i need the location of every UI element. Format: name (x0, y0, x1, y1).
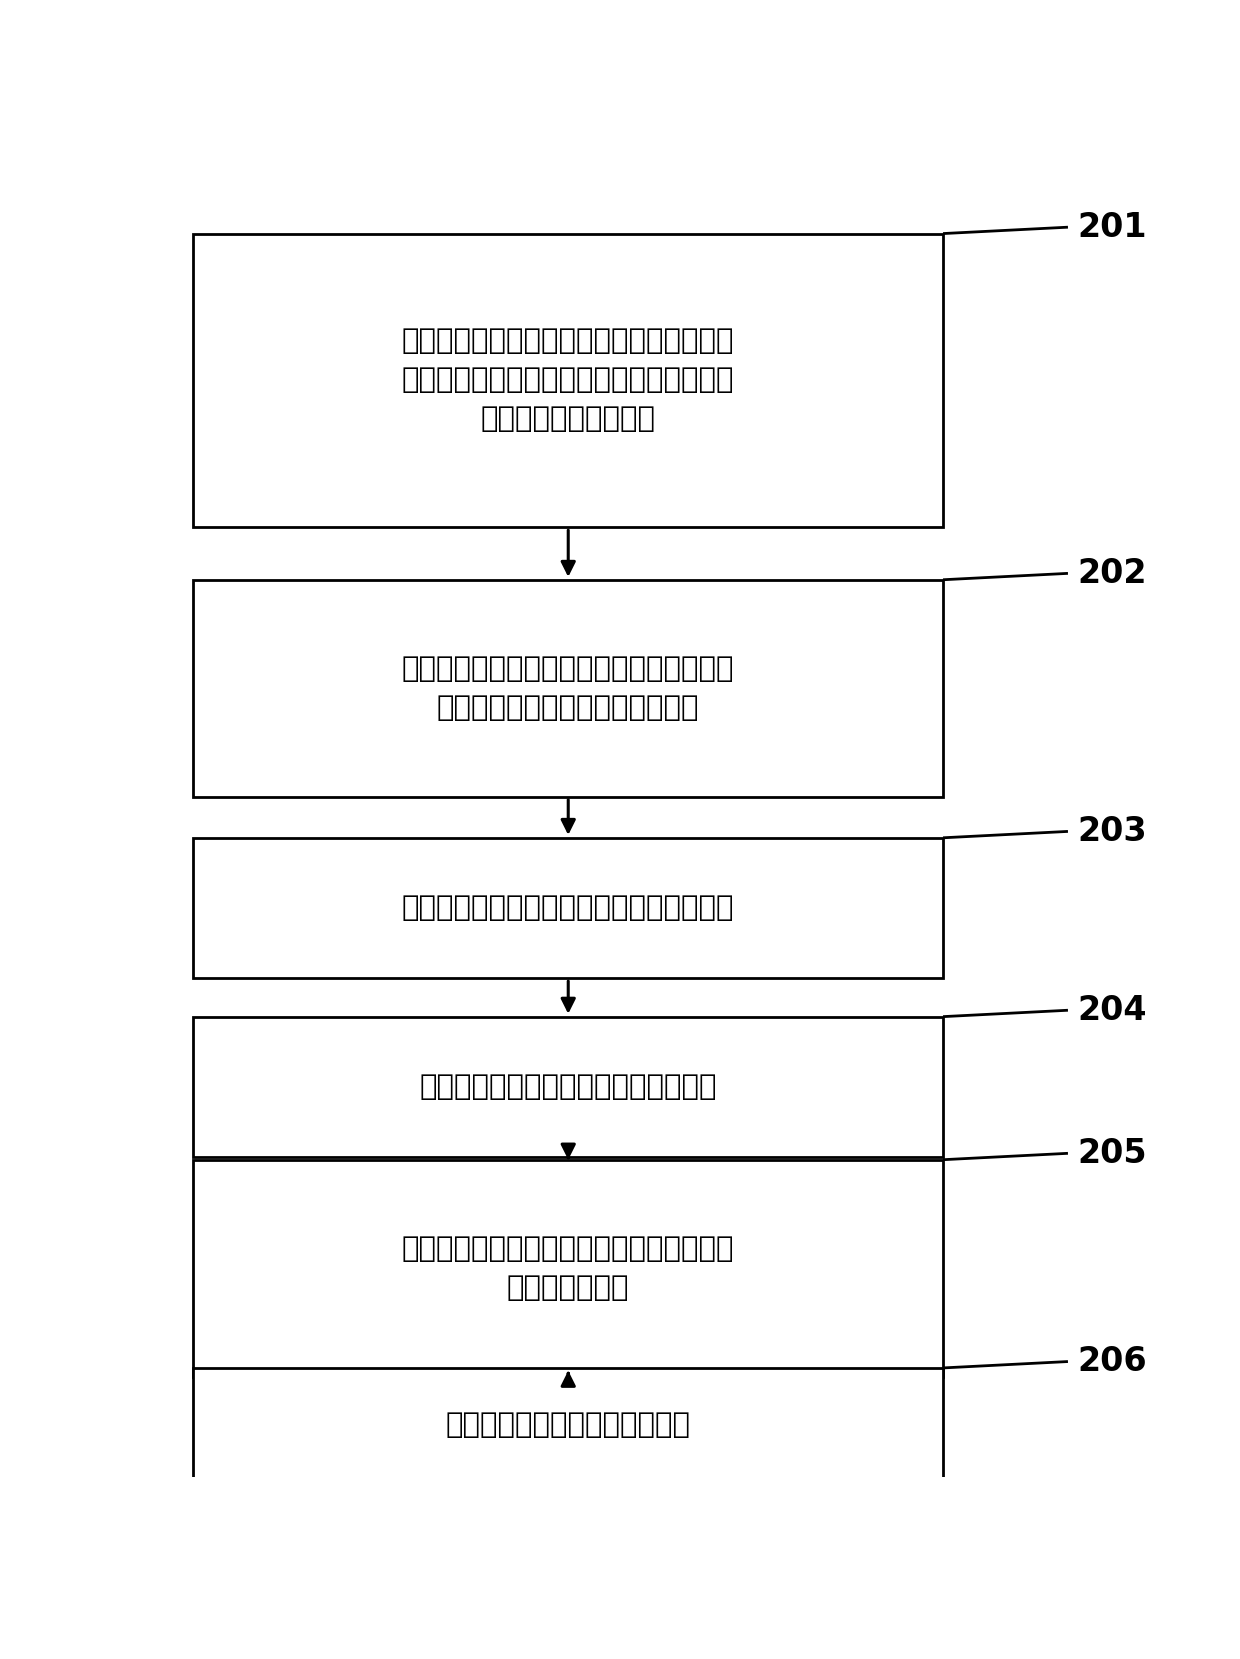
Text: 两个限位磁体对动摆磁体产生斥力，抑制动
摆磁体的摆动，直至动摆磁体静止: 两个限位磁体对动摆磁体产生斥力，抑制动 摆磁体的摆动，直至动摆磁体静止 (402, 655, 734, 722)
Bar (193, 838, 942, 979)
Text: 对信号进行计算得到外力的大小: 对信号进行计算得到外力的大小 (445, 1412, 691, 1440)
Text: 205: 205 (1078, 1136, 1147, 1170)
Text: 201: 201 (1078, 211, 1147, 244)
Text: 202: 202 (1078, 557, 1147, 591)
Text: 206: 206 (1078, 1345, 1147, 1379)
Bar (193, 1369, 942, 1483)
Text: 四个霍尔元件分别检测动摆磁体的磁场变化: 四个霍尔元件分别检测动摆磁体的磁场变化 (402, 894, 734, 922)
Bar (193, 234, 942, 528)
Text: 每两个霍尔元件将检测到的信号通过差分放
大器处理后发出: 每两个霍尔元件将检测到的信号通过差分放 大器处理后发出 (402, 1234, 734, 1302)
Bar (193, 1160, 942, 1377)
Text: 针对动摆磁体磁场的变化进行温度补偿: 针对动摆磁体磁场的变化进行温度补偿 (419, 1073, 717, 1102)
Text: 当刚性杆杆受到外力以固定转轴为中心摆动
时，动摆磁体向靠近一侧限位磁体运动的同
时远离另一侧限位磁体: 当刚性杆杆受到外力以固定转轴为中心摆动 时，动摆磁体向靠近一侧限位磁体运动的同 … (402, 327, 734, 433)
Text: 204: 204 (1078, 994, 1147, 1027)
Text: 203: 203 (1078, 815, 1147, 848)
Bar (193, 579, 942, 796)
Bar (193, 1017, 942, 1158)
